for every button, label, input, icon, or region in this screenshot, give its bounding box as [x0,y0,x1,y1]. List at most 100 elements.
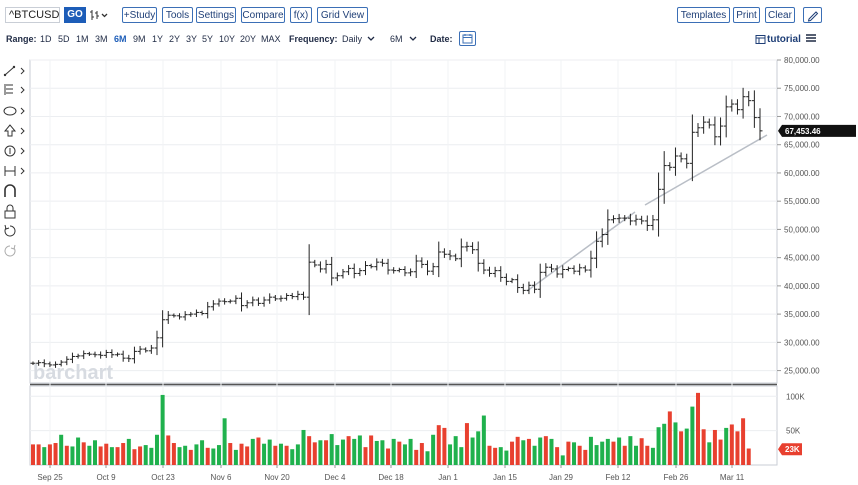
trendline [526,211,636,292]
range-9m[interactable]: 9M [133,34,146,44]
chevron-down-icon[interactable] [408,35,418,43]
templates-button[interactable]: Templates [677,7,730,23]
volume-bar [363,447,368,465]
ohlc-bar [470,242,476,254]
symbol-input[interactable]: ^BTCUSD [5,7,60,23]
volume-bar [476,431,481,465]
edit-button[interactable] [803,7,822,23]
tutorial-link[interactable]: tutorial [767,34,801,45]
ohlc-bar [272,295,278,302]
arrow-icon[interactable] [3,124,25,137]
line-draw-icon[interactable] [3,65,25,77]
ohlc-bar [734,99,740,115]
ohlc-bar [475,241,481,272]
ohlc-bar [622,215,628,222]
range-1d[interactable]: 1D [40,34,52,44]
volume-bar [200,440,205,465]
range-10y[interactable]: 10Y [219,34,236,44]
volume-bars [31,392,751,465]
volume-bar [290,449,295,465]
frequency-select[interactable]: Daily [342,34,363,44]
date-axis: Sep 25 Oct 9 Oct 23 Nov 6 Nov 20 Dec 4 Dec 18 J… [37,465,745,482]
volume-bar [611,441,616,465]
ohlc-bar [678,152,684,163]
ohlc-bar [430,262,436,276]
settings-button[interactable]: Settings [196,7,236,23]
ohlc-bar [453,253,459,262]
volume-bar [64,445,69,465]
date-tick-label: Dec 18 [378,473,404,482]
volume-bar [515,436,520,465]
ohlc-bar [351,263,357,279]
volume-bar [493,447,498,465]
hamburger-menu-icon[interactable] [805,33,817,43]
ohlc-bar [757,108,763,141]
ohlc-bar [115,352,121,357]
ohlc-bar [661,151,667,204]
range-3m[interactable]: 3M [95,34,108,44]
volume-bar [402,444,407,465]
grid-view-button[interactable]: Grid View [317,7,368,23]
shape-icon[interactable] [3,106,25,116]
volume-bar [245,446,250,465]
range-3y[interactable]: 3Y [186,34,198,44]
ohlc-bar [131,346,137,364]
range-1m[interactable]: 1M [76,34,89,44]
date-tick-label: Nov 20 [264,473,290,482]
volume-bar [735,431,740,465]
chart-type-dropdown[interactable] [88,7,110,23]
compare-button[interactable]: Compare [241,7,285,23]
date-label: Date: [430,34,453,44]
volume-bar [481,415,486,465]
range-20y[interactable]: 20Y [240,34,257,44]
magnet-icon[interactable] [4,184,16,197]
ohlc-bar [301,291,307,300]
ohlc-bar [706,118,712,129]
range-2y[interactable]: 2Y [169,34,181,44]
volume-bar [538,437,543,465]
tutorial-icon[interactable] [755,34,766,45]
dollar-icon[interactable] [4,145,25,157]
volume-bar [712,429,717,465]
range-5d[interactable]: 5D [58,34,70,44]
ohlc-bar [588,250,594,278]
ohlc-bar [75,353,81,359]
ohlc-bar [712,116,718,146]
range-max[interactable]: MAX [261,34,281,44]
calendar-icon[interactable] [459,31,476,46]
go-button[interactable]: GO [64,7,86,23]
clear-button[interactable]: Clear [765,7,795,23]
volume-bar [121,443,126,465]
ohlc-bar [98,351,104,359]
lock-icon[interactable] [4,204,16,219]
date-tick-label: Feb 26 [664,473,689,482]
ohlc-bar [295,290,301,301]
period-select[interactable]: 6M [390,34,403,44]
volume-bar [380,440,385,465]
trend-lines[interactable] [526,134,768,292]
ohlc-bar [672,147,678,176]
volume-bar [459,447,464,465]
function-button[interactable]: f(x) [290,7,312,23]
redo-icon[interactable] [4,244,16,257]
volume-bar [510,441,515,465]
measure-icon[interactable] [4,166,25,176]
undo-icon[interactable] [4,224,16,237]
ohlc-bar [447,250,453,261]
range-1y[interactable]: 1Y [152,34,164,44]
volume-bar [312,442,317,465]
volume-bar [70,446,75,465]
range-6m[interactable]: 6M [114,34,127,44]
print-button[interactable]: Print [733,7,760,23]
tools-button[interactable]: Tools [162,7,193,23]
range-5y[interactable]: 5Y [202,34,214,44]
ohlc-bar [526,281,532,295]
chevron-down-icon[interactable] [366,35,376,43]
price-tick-label: 75,000.00 [784,84,820,93]
volume-bar [284,445,289,465]
volume-bar [228,443,233,465]
fib-icon[interactable] [4,84,25,95]
add-study-button[interactable]: +Study [122,7,157,23]
ohlc-bar [537,263,543,298]
